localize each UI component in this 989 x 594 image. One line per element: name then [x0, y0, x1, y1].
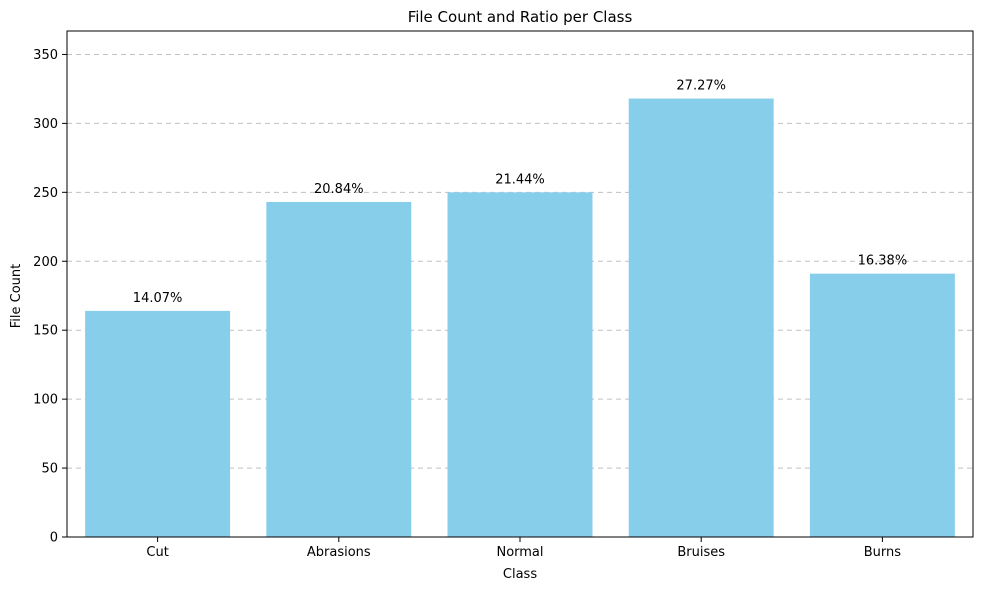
y-axis-label: File Count	[9, 264, 24, 329]
bars	[85, 98, 955, 537]
y-tick-label: 0	[50, 531, 58, 546]
bar-cut	[85, 310, 231, 537]
y-axis-ticks: 0 50 100 150 200 250 300 350	[33, 48, 67, 546]
y-tick-label: 300	[33, 117, 58, 132]
x-axis-ticks: Cut Abrasions Normal Bruises Burns	[146, 537, 901, 560]
data-label: 14.07%	[133, 291, 183, 306]
x-tick-label: Cut	[146, 545, 168, 560]
y-tick-label: 50	[41, 462, 58, 477]
data-label: 20.84%	[314, 182, 364, 197]
chart-title: File Count and Ratio per Class	[408, 8, 633, 26]
x-tick-label: Bruises	[677, 545, 725, 560]
y-tick-label: 150	[33, 324, 58, 339]
data-label: 16.38%	[858, 254, 908, 269]
y-tick-label: 350	[33, 48, 58, 63]
y-tick-label: 100	[33, 393, 58, 408]
x-tick-label: Normal	[496, 545, 543, 560]
data-labels: 14.07% 20.84% 21.44% 27.27% 16.38%	[133, 79, 907, 306]
data-label: 27.27%	[676, 79, 726, 94]
bar-bruises	[628, 98, 774, 537]
bar-normal	[447, 192, 593, 537]
data-label: 21.44%	[495, 172, 545, 187]
bar-abrasions	[266, 201, 412, 537]
x-axis-label: Class	[503, 567, 537, 582]
y-tick-label: 250	[33, 186, 58, 201]
x-tick-label: Abrasions	[307, 545, 371, 560]
y-tick-label: 200	[33, 255, 58, 270]
x-tick-label: Burns	[864, 545, 902, 560]
bar-burns	[809, 273, 955, 537]
